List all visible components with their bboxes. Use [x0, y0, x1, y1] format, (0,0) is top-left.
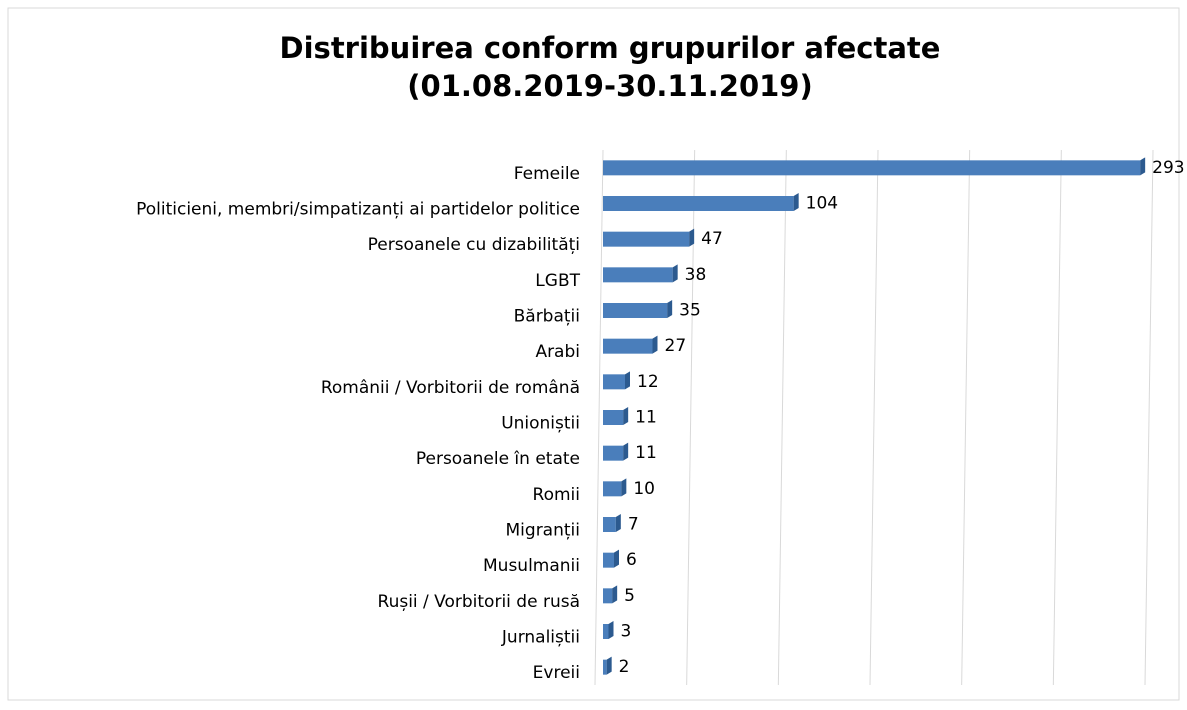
- bar-side: [621, 478, 627, 497]
- bar: [603, 374, 625, 390]
- y-tick-label: Persoanele cu dizabilități: [368, 235, 580, 255]
- y-tick-label: Romii: [533, 485, 580, 505]
- bar: [603, 267, 673, 283]
- grid-line: [1144, 149, 1154, 686]
- value-label: 2: [619, 657, 630, 677]
- bar: [603, 160, 1141, 176]
- chart-title: Distribuirea conform grupurilor afectate: [280, 31, 941, 65]
- bar: [603, 338, 653, 354]
- y-tick-label: Arabi: [535, 342, 580, 362]
- value-label: 5: [624, 586, 635, 606]
- value-label: 104: [806, 194, 838, 214]
- bar-side: [614, 549, 619, 568]
- y-tick-label: Bărbații: [514, 307, 580, 327]
- grid-line: [869, 149, 879, 686]
- bar: [603, 552, 614, 568]
- value-label: 12: [637, 372, 659, 392]
- bar-side: [652, 335, 658, 354]
- value-label: 11: [635, 443, 657, 463]
- bar: [603, 588, 613, 604]
- bar: [603, 659, 607, 675]
- y-tick-label: Românii / Vorbitorii de română: [321, 378, 580, 398]
- value-label: 35: [679, 301, 701, 321]
- value-label: 3: [621, 622, 632, 642]
- bar: [603, 481, 622, 497]
- bar: [603, 517, 616, 532]
- bar-side: [608, 621, 614, 639]
- bar: [603, 196, 794, 211]
- bar-side: [606, 656, 612, 675]
- grid-line: [961, 149, 971, 686]
- y-tick-label: Unioniștii: [501, 414, 580, 434]
- bar-side: [623, 407, 629, 425]
- bar-side: [672, 264, 678, 283]
- bar: [603, 410, 624, 425]
- bar-side: [689, 228, 695, 247]
- y-tick-label: LGBT: [535, 271, 580, 291]
- grid-line: [594, 149, 604, 686]
- value-label: 6: [626, 550, 637, 570]
- bar-side: [625, 371, 630, 390]
- bar-side: [667, 300, 673, 318]
- grid-line: [1052, 149, 1062, 686]
- bar-side: [615, 514, 621, 532]
- y-tick-label: Jurnaliștii: [501, 628, 580, 648]
- grid-line: [777, 149, 787, 686]
- value-label: 38: [685, 265, 707, 285]
- y-tick-label: Migranții: [506, 521, 580, 541]
- bar: [603, 231, 690, 247]
- bar: [603, 445, 624, 461]
- chart-title: (01.08.2019-30.11.2019): [407, 69, 812, 103]
- value-label: 10: [633, 479, 655, 499]
- value-label: 293: [1152, 158, 1184, 178]
- chart-frame: [7, 7, 1180, 701]
- y-tick-label: Femeile: [514, 164, 580, 184]
- value-label: 11: [635, 408, 657, 428]
- bar-side: [1140, 157, 1146, 176]
- bar-side: [793, 193, 799, 211]
- value-label: 27: [665, 336, 687, 356]
- bar: [603, 624, 609, 639]
- y-tick-label: Rușii / Vorbitorii de rusă: [378, 592, 580, 612]
- y-tick-label: Politicieni, membri/simpatizanți ai part…: [136, 200, 580, 220]
- y-tick-label: Persoanele în etate: [416, 449, 580, 469]
- value-label: 7: [628, 515, 639, 535]
- bar-side: [612, 585, 618, 604]
- value-label: 47: [701, 229, 723, 249]
- bar: [603, 303, 668, 318]
- y-tick-label: Evreii: [533, 663, 580, 683]
- bar-side: [623, 442, 629, 461]
- y-tick-label: Musulmanii: [483, 556, 580, 576]
